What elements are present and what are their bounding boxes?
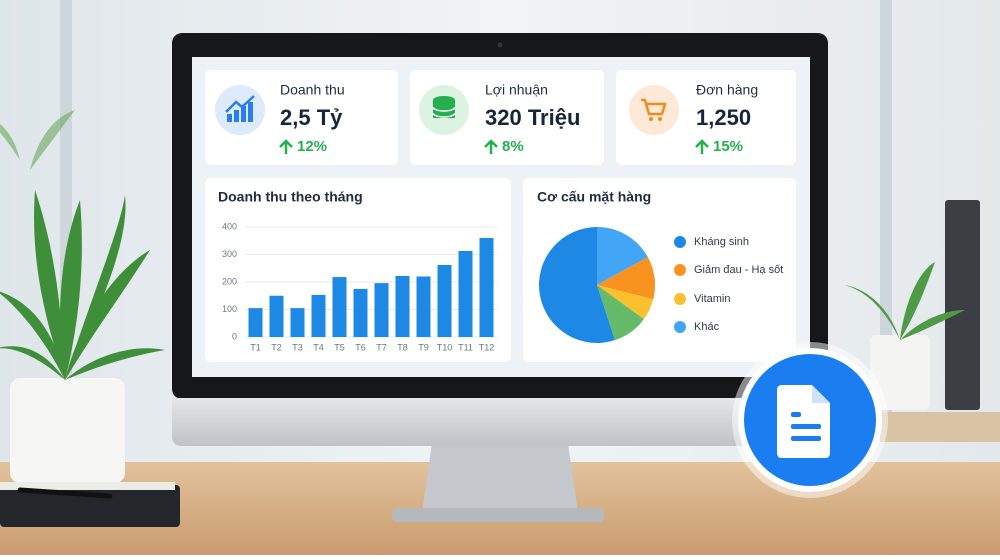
kpi-value: 2,5 Tỷ	[280, 105, 343, 130]
x-tick-label: T6	[355, 342, 366, 352]
x-tick-label: T2	[271, 342, 282, 352]
x-tick-label: T1	[250, 342, 261, 352]
kpi-value: 320 Triệu	[485, 105, 580, 130]
bar	[311, 294, 326, 337]
legend-label: Kháng sinh	[694, 236, 749, 248]
pie-slice	[597, 227, 648, 285]
kpi-card: Lợi nhuận 320 Triệu 8%	[410, 70, 604, 165]
bar	[479, 238, 494, 337]
pie-slice	[597, 285, 644, 341]
bar	[416, 276, 431, 337]
shelf	[880, 412, 1000, 442]
bar	[248, 308, 263, 337]
kpi-card: Doanh thu 2,5 Tỷ 12%	[205, 70, 398, 165]
y-tick-label: 200	[222, 276, 237, 286]
y-tick-label: 0	[232, 331, 237, 341]
bar	[269, 295, 284, 337]
y-tick-label: 400	[222, 221, 237, 231]
legend-swatch	[674, 321, 686, 333]
plant-left	[0, 110, 165, 483]
kpi-value: 1,250	[696, 105, 751, 130]
pie-slice	[538, 227, 615, 344]
window-frame	[880, 0, 892, 420]
x-tick-label: T9	[418, 342, 429, 352]
legend-swatch	[674, 264, 686, 276]
bar	[290, 308, 305, 337]
plant-right	[845, 262, 965, 410]
x-tick-label: T12	[479, 342, 495, 352]
legend-swatch	[674, 236, 686, 248]
x-tick-label: T3	[292, 342, 303, 352]
bar	[437, 264, 452, 337]
bar	[374, 283, 389, 337]
pie-slice	[597, 285, 654, 320]
x-tick-label: T11	[458, 342, 473, 352]
pie-slice	[597, 257, 655, 300]
bar	[332, 277, 347, 337]
legend-label: Vitamin	[694, 293, 730, 305]
bar	[458, 250, 473, 337]
x-tick-label: T7	[376, 342, 387, 352]
y-tick-label: 100	[222, 304, 237, 314]
x-tick-label: T4	[313, 342, 324, 352]
kpi-change: 15%	[713, 138, 743, 155]
x-tick-label: T8	[397, 342, 408, 352]
bar	[395, 275, 410, 337]
binder	[945, 200, 980, 410]
document-badge[interactable]	[732, 342, 888, 498]
y-tick-label: 300	[222, 249, 237, 259]
legend-label: Giảm đau - Hạ sốt	[694, 264, 783, 276]
x-tick-label: T10	[437, 342, 453, 352]
notebook	[0, 482, 180, 527]
x-tick-label: T5	[334, 342, 345, 352]
legend-label: Khác	[694, 321, 720, 333]
kpi-label: Lợi nhuận	[485, 82, 548, 98]
chart-title: Doanh thu theo tháng	[218, 189, 363, 205]
chart-title: Cơ cấu mặt hàng	[537, 189, 651, 205]
kpi-label: Doanh thu	[280, 82, 345, 98]
kpi-label: Đơn hàng	[696, 82, 758, 98]
legend: Kháng sinh Giảm đau - Hạ sốt Vitamin Khá…	[674, 236, 783, 333]
kpi-card: Đơn hàng 1,250 15%	[616, 70, 796, 165]
kpi-change: 8%	[502, 138, 524, 155]
charts: 0 100 200 300 400 T1 T2 T3 T4 T5 T6 T7 T8 T9 T10 T11 T12	[222, 221, 655, 352]
kpi-change: 12%	[297, 138, 327, 155]
legend-swatch	[674, 293, 686, 305]
bar	[353, 288, 368, 337]
